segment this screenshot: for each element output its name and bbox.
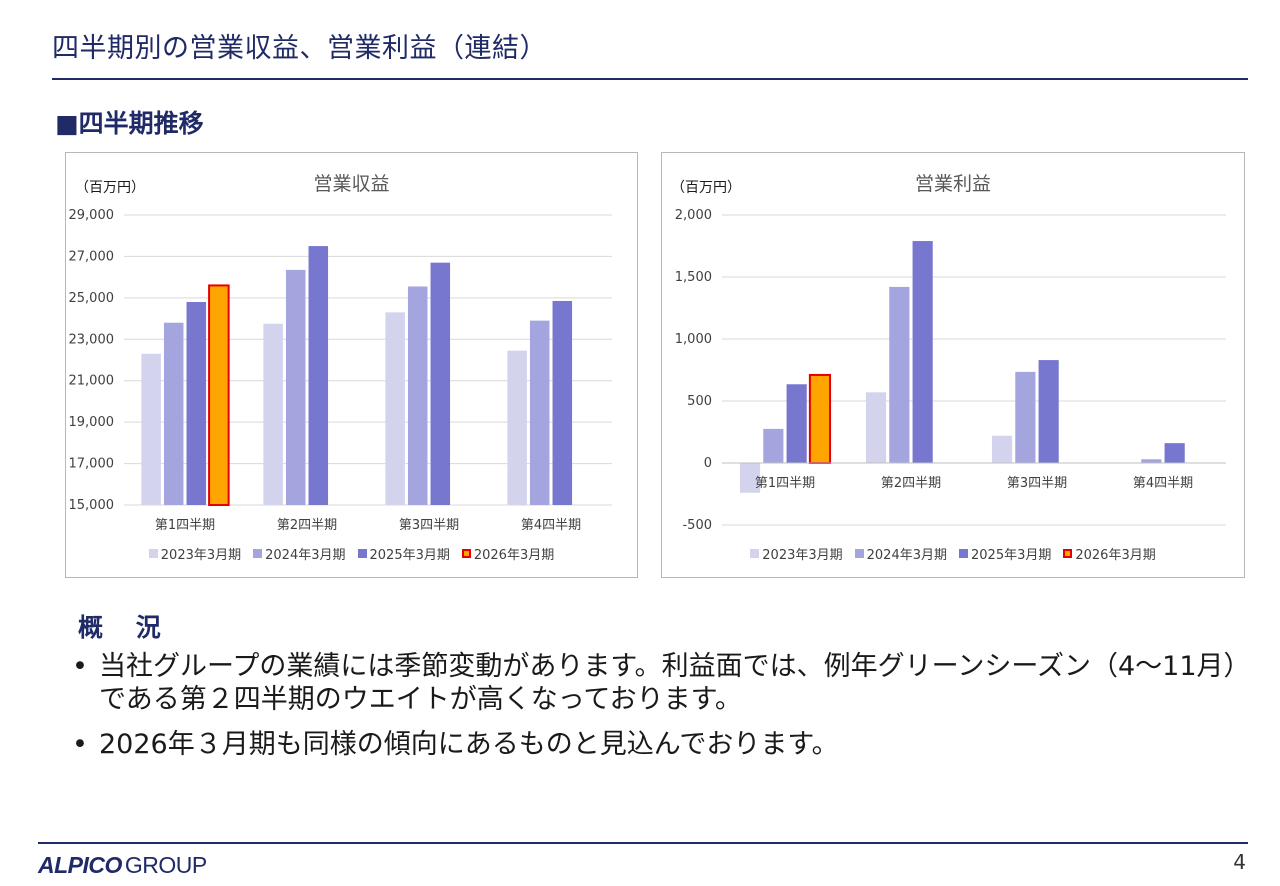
x-category-label: 第2四半期 (277, 518, 337, 533)
y-tick-label: 2,000 (675, 208, 712, 223)
legend-item: 2026年3月期 (1063, 544, 1156, 563)
legend-item: 2024年3月期 (253, 544, 346, 563)
legend-swatch (357, 549, 367, 558)
bar-2023年3月期 (991, 435, 1013, 463)
legend-label: 2023年3月期 (160, 548, 242, 563)
legend-label: 2025年3月期 (971, 548, 1052, 563)
unit-label: （百万円） (75, 180, 145, 196)
y-tick-label: 17,000 (69, 457, 115, 472)
x-category-label: 第1四半期 (755, 476, 815, 491)
bar-2025年3月期 (912, 241, 933, 463)
legend-swatch (253, 549, 263, 558)
bar-2023年3月期 (865, 392, 887, 463)
chart-legend: 2023年3月期 2024年3月期 2025年3月期 2026年3月期 (66, 544, 637, 563)
bar-2025年3月期 (1038, 360, 1059, 463)
bar-2023年3月期 (141, 353, 161, 505)
bar-2025年3月期 (430, 262, 451, 505)
page-title: 四半期別の営業収益、営業利益（連結） (52, 33, 547, 64)
legend-label: 2026年3月期 (1075, 548, 1156, 563)
y-tick-label: 15,000 (69, 498, 115, 513)
bar-2025年3月期 (308, 246, 329, 506)
bar-2023年3月期 (263, 323, 283, 505)
y-tick-label: 29,000 (69, 208, 115, 223)
y-tick-label: 1,500 (675, 270, 712, 285)
bullet-text: 当社グループの業績には季節変動があります。利益面では、例年グリーンシーズン（4～… (99, 651, 1238, 715)
legend-label: 2023年3月期 (762, 548, 843, 563)
legend-label: 2026年3月期 (473, 548, 555, 563)
title-divider (52, 78, 1248, 80)
bar-2025年3月期 (552, 300, 573, 505)
logo-group: GROUP (124, 852, 207, 878)
logo-wordmark: ALPICO (38, 852, 122, 878)
legend-swatch (854, 549, 864, 558)
legend-swatch (148, 549, 158, 558)
bar-2023年3月期 (507, 350, 527, 505)
legend-label: 2024年3月期 (866, 548, 947, 563)
bar-2023年3月期 (385, 312, 405, 505)
legend-item: 2025年3月期 (959, 544, 1051, 563)
bar-2024年3月期 (407, 286, 428, 505)
legend-swatch (1063, 549, 1073, 558)
legend-item: 2026年3月期 (461, 544, 555, 563)
section-heading: ■四半期推移 (55, 109, 204, 138)
chart-title: 営業利益 (914, 173, 991, 195)
summary-bullets: • 当社グループの業績には季節変動があります。利益面では、例年グリーンシーズン（4… (72, 650, 1242, 773)
x-category-label: 第3四半期 (1007, 476, 1067, 491)
bar-2024年3月期 (889, 286, 910, 463)
bar-2026年3月期 (808, 373, 832, 465)
bullet-dot: • (72, 729, 88, 760)
x-category-label: 第1四半期 (155, 518, 215, 533)
y-tick-label: 500 (687, 394, 712, 409)
legend-item: 2023年3月期 (148, 544, 242, 563)
y-tick-label: 27,000 (69, 249, 115, 264)
y-tick-label: 1,000 (675, 332, 712, 347)
bullet-dot: • (72, 651, 88, 682)
x-category-label: 第4四半期 (521, 518, 581, 533)
bar-2025年3月期 (1164, 443, 1185, 463)
x-category-label: 第2四半期 (881, 476, 941, 491)
y-tick-label: -500 (682, 518, 712, 533)
summary-bullet: • 2026年３月期も同様の傾向にあるものと見込んでおります。 (72, 728, 1242, 761)
bar-2024年3月期 (529, 320, 550, 505)
summary-bullet: • 当社グループの業績には季節変動があります。利益面では、例年グリーンシーズン（4… (72, 650, 1242, 716)
operating-profit-chart-plot: -500 0 500 1,000 1,500 2,000 第1四半期 第2四半期 第3四半期 第4… (675, 208, 1226, 533)
revenue-chart-plot: 15,000 17,000 19,000 21,000 23,000 25,000 27,0… (69, 208, 612, 533)
legend-item: 2024年3月期 (854, 544, 947, 563)
legend-item: 2025年3月期 (357, 544, 450, 563)
x-category-label: 第3四半期 (399, 518, 459, 533)
revenue-chart: 営業収益 （百万円） 15,000 17,000 19,000 21,000 23,00… (65, 152, 638, 578)
legend-label: 2025年3月期 (369, 548, 450, 563)
bar-2024年3月期 (763, 428, 784, 463)
bar-2024年3月期 (1141, 459, 1162, 463)
bar-2025年3月期 (786, 384, 807, 463)
bar-2024年3月期 (1015, 371, 1036, 463)
y-tick-label: 19,000 (69, 415, 115, 430)
legend-label: 2024年3月期 (265, 548, 346, 563)
footer-divider (38, 842, 1248, 844)
operating-profit-chart: 営業利益 （百万円） -500 0 500 1,000 1,500 2,000 第1四半期 第… (661, 152, 1245, 578)
legend-swatch (959, 549, 968, 558)
bar-2025年3月期 (186, 302, 207, 505)
bar-2026年3月期 (208, 284, 230, 506)
legend-swatch (750, 549, 760, 558)
chart-title: 営業収益 (313, 173, 390, 195)
bullet-text: 2026年３月期も同様の傾向にあるものと見込んでおります。 (99, 729, 839, 760)
y-tick-label: 25,000 (69, 291, 115, 306)
page-number: 4 (1233, 850, 1246, 874)
x-category-label: 第4四半期 (1133, 476, 1193, 491)
chart-legend: 2023年3月期 2024年3月期 2025年3月期 2026年3月期 (662, 544, 1244, 563)
bar-2024年3月期 (285, 269, 306, 505)
bar-2024年3月期 (163, 322, 184, 505)
y-tick-label: 21,000 (69, 374, 115, 389)
summary-heading: 概 況 (78, 613, 173, 642)
unit-label: （百万円） (671, 180, 741, 196)
legend-swatch (461, 549, 471, 558)
y-tick-label: 23,000 (69, 332, 115, 347)
company-logo: ALPICO GROUP (38, 852, 207, 879)
legend-item: 2023年3月期 (750, 544, 843, 563)
y-tick-label: 0 (704, 456, 712, 471)
bar-2023年3月期 (739, 463, 761, 493)
